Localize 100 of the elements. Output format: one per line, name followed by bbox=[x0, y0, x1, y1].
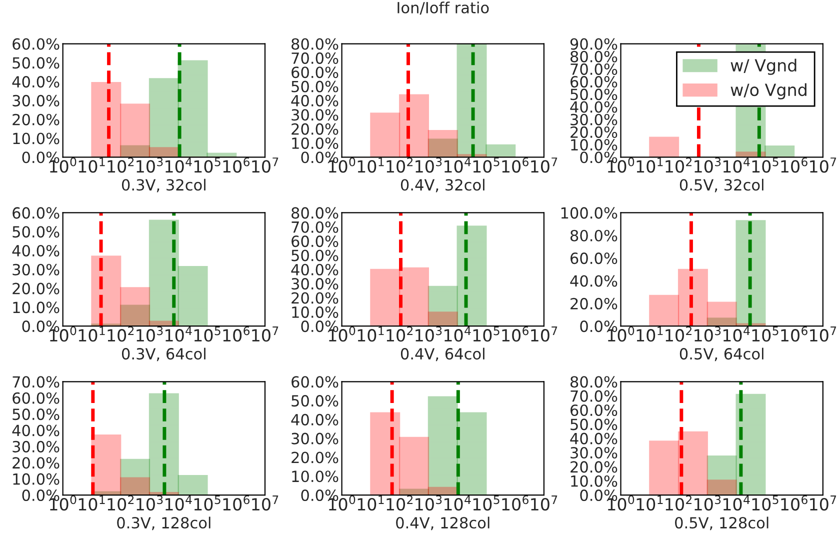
x-tick-label: 10$^{4}$ bbox=[723, 495, 750, 511]
y-tick-label: 10.0% bbox=[13, 132, 60, 144]
x-axis-title: 0.5V, 32col bbox=[680, 178, 764, 192]
y-tick-label: 20.0% bbox=[12, 282, 60, 294]
y-tick-label: 30.0% bbox=[12, 94, 60, 106]
x-tick-label: 10$^{2}$ bbox=[108, 326, 134, 342]
x-tick-label: 10$^{4}$ bbox=[723, 326, 750, 342]
x-tick-label: 10$^{4}$ bbox=[166, 495, 192, 511]
y-tick-label: 40.0% bbox=[570, 432, 618, 444]
x-tick-label: 10$^{6}$ bbox=[502, 326, 528, 342]
x-tick-label: 10$^{5}$ bbox=[194, 158, 220, 173]
x-tick-label: 10$^{6}$ bbox=[781, 495, 808, 511]
y-tick-label: 60.0% bbox=[292, 376, 338, 388]
x-tick-label: 10$^{4}$ bbox=[444, 326, 471, 342]
x-tick-label: 10$^{4}$ bbox=[723, 158, 750, 173]
y-tick-label: 60.0% bbox=[12, 207, 60, 219]
x-axis-title: 0.5V, 128col bbox=[675, 516, 768, 530]
y-tick-label: 20.0% bbox=[12, 114, 60, 126]
y-tick-label: 10.0% bbox=[571, 475, 618, 487]
y-tick-label: 50.0% bbox=[570, 88, 618, 100]
y-tick-label: 80.0% bbox=[292, 38, 338, 50]
y-tick-label: 10.0% bbox=[571, 139, 618, 151]
x-axis-title: 0.3V, 128col bbox=[117, 516, 210, 530]
y-tick-label: 20.0% bbox=[12, 457, 60, 469]
y-tick-label: 80.0% bbox=[570, 376, 618, 388]
x-axis-title: 0.4V, 128col bbox=[396, 516, 490, 530]
x-tick-label: 10$^{1}$ bbox=[78, 158, 105, 173]
y-tick-label: 30.0% bbox=[292, 109, 338, 121]
x-tick-label: 10$^{4}$ bbox=[444, 495, 471, 511]
x-tick-label: 10$^{1}$ bbox=[78, 326, 105, 342]
y-tick-label: 40.0% bbox=[291, 414, 338, 426]
y-tick-label: 30.0% bbox=[12, 264, 60, 276]
x-tick-label: 10$^{7}$ bbox=[531, 495, 558, 511]
legend-label: w/ Vgnd bbox=[730, 58, 796, 75]
y-tick-label: 70.0% bbox=[292, 221, 338, 233]
x-tick-label: 10$^{3}$ bbox=[694, 157, 721, 173]
x-tick-label: 10$^{7}$ bbox=[810, 495, 836, 511]
y-tick-label: 60.0% bbox=[570, 76, 618, 88]
x-tick-label: 10$^{5}$ bbox=[752, 326, 778, 342]
x-tick-label: 10$^{5}$ bbox=[752, 495, 778, 511]
y-tick-label: 40.0% bbox=[12, 76, 60, 88]
x-tick-label: 10$^{5}$ bbox=[194, 495, 220, 511]
y-tick-label: 60.0% bbox=[12, 392, 60, 404]
y-tick-label: 20.0% bbox=[292, 452, 338, 464]
y-tick-label: 20.0% bbox=[570, 461, 618, 473]
x-tick-label: 10$^{5}$ bbox=[752, 158, 778, 173]
x-axis-title: 0.4V, 32col bbox=[400, 178, 484, 192]
y-tick-label: 70.0% bbox=[570, 63, 618, 75]
y-tick-label: 30.0% bbox=[12, 440, 60, 452]
y-tick-label: 60.0% bbox=[570, 252, 618, 264]
x-tick-label: 10$^{7}$ bbox=[252, 326, 278, 342]
y-tick-label: 50.0% bbox=[12, 226, 60, 238]
y-tick-label: 50.0% bbox=[292, 395, 338, 407]
y-tick-label: 40.0% bbox=[12, 424, 60, 436]
x-tick-label: 10$^{6}$ bbox=[223, 495, 250, 511]
y-tick-label: 50.0% bbox=[12, 408, 60, 420]
x-tick-label: 10$^{2}$ bbox=[386, 495, 413, 511]
y-tick-label: 70.0% bbox=[12, 376, 60, 388]
y-tick-label: 100.0% bbox=[561, 207, 618, 219]
x-tick-label: 10$^{1}$ bbox=[636, 158, 663, 173]
x-tick-label: 10$^{2}$ bbox=[108, 157, 134, 173]
x-axis-title: 0.5V, 64col bbox=[680, 348, 764, 362]
y-tick-label: 10.0% bbox=[13, 473, 60, 485]
x-tick-label: 10$^{6}$ bbox=[781, 326, 808, 342]
y-tick-label: 40.0% bbox=[570, 101, 618, 113]
x-tick-label: 10$^{3}$ bbox=[416, 495, 442, 511]
x-tick-label: 10$^{2}$ bbox=[386, 157, 413, 173]
x-tick-label: 10$^{6}$ bbox=[502, 157, 528, 173]
y-tick-label: 60.0% bbox=[292, 236, 338, 248]
x-tick-label: 10$^{1}$ bbox=[636, 326, 663, 342]
chart-title: Ion/Ioff ratio bbox=[398, 2, 489, 15]
x-tick-label: 10$^{3}$ bbox=[694, 495, 721, 511]
x-tick-label: 10$^{6}$ bbox=[223, 157, 250, 173]
x-tick-label: 10$^{5}$ bbox=[473, 158, 500, 173]
y-tick-label: 50.0% bbox=[570, 418, 618, 430]
y-tick-label: 20.0% bbox=[570, 126, 618, 138]
x-tick-label: 10$^{7}$ bbox=[810, 158, 836, 173]
x-tick-label: 10$^{1}$ bbox=[358, 158, 384, 173]
x-tick-label: 10$^{3}$ bbox=[694, 326, 721, 342]
x-tick-label: 10$^{2}$ bbox=[386, 326, 413, 342]
y-tick-label: 50.0% bbox=[292, 250, 338, 262]
legend-label: w/o Vgnd bbox=[730, 83, 806, 100]
x-tick-label: 10$^{4}$ bbox=[444, 158, 471, 173]
y-tick-label: 60.0% bbox=[12, 38, 60, 50]
y-tick-label: 10.0% bbox=[13, 302, 60, 314]
y-tick-label: 60.0% bbox=[570, 404, 618, 416]
y-tick-label: 50.0% bbox=[12, 57, 60, 69]
y-tick-label: 20.0% bbox=[292, 123, 338, 135]
y-tick-label: 10.0% bbox=[292, 306, 338, 318]
x-tick-label: 10$^{4}$ bbox=[166, 326, 192, 342]
x-axis-title: 0.3V, 32col bbox=[122, 178, 206, 192]
x-tick-label: 10$^{7}$ bbox=[531, 158, 558, 173]
y-tick-label: 60.0% bbox=[292, 66, 338, 78]
y-tick-label: 70.0% bbox=[570, 390, 618, 402]
y-tick-label: 80.0% bbox=[570, 230, 618, 242]
x-tick-label: 10$^{6}$ bbox=[223, 326, 250, 342]
x-axis-title: 0.3V, 64col bbox=[122, 348, 206, 362]
x-tick-label: 10$^{5}$ bbox=[194, 326, 220, 342]
x-tick-label: 10$^{1}$ bbox=[358, 326, 384, 342]
x-tick-label: 10$^{6}$ bbox=[781, 157, 808, 173]
